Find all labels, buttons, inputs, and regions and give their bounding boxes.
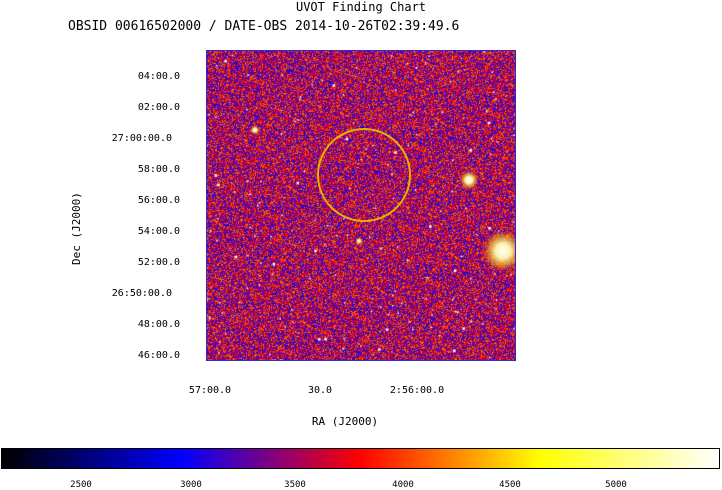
- sky-image: [206, 50, 516, 361]
- colorbar-tick-label: 4000: [392, 480, 414, 490]
- colorbar-tick-label: 5000: [605, 480, 627, 490]
- chart-title: UVOT Finding Chart: [295, 0, 427, 14]
- y-axis-label: Dec (J2000): [70, 192, 83, 265]
- chart-subtitle: OBSID 00616502000 / DATE-OBS 2014-10-26T…: [68, 19, 460, 34]
- y-tick-label: 52:00.0: [137, 257, 180, 268]
- colorbar-tick-label: 2500: [70, 480, 92, 490]
- source-circle-overlay: [317, 128, 411, 222]
- y-tick-label: 02:00.0: [137, 102, 180, 113]
- y-tick-label: 54:00.0: [137, 226, 180, 237]
- y-tick-label: 04:00.0: [137, 71, 180, 82]
- source-circle: [317, 128, 411, 222]
- colorbar-tick-label: 3500: [284, 480, 306, 490]
- colorbar: [1, 448, 720, 469]
- x-axis-label: RA (J2000): [311, 415, 379, 428]
- y-tick-label: 27:00:00.0: [111, 133, 172, 144]
- x-tick-label: 30.0: [307, 385, 333, 396]
- x-tick-label: 57:00.0: [188, 385, 232, 396]
- x-tick-label: 2:56:00.0: [389, 385, 445, 396]
- y-tick-label: 48:00.0: [137, 319, 180, 330]
- y-tick-label: 26:50:00.0: [111, 288, 172, 299]
- colorbar-tick-label: 3000: [180, 480, 202, 490]
- y-tick-label: 58:00.0: [137, 164, 180, 175]
- colorbar-tick-label: 4500: [499, 480, 521, 490]
- y-tick-label: 56:00.0: [137, 195, 180, 206]
- y-tick-label: 46:00.0: [137, 350, 180, 361]
- sky-image-canvas: [207, 51, 515, 360]
